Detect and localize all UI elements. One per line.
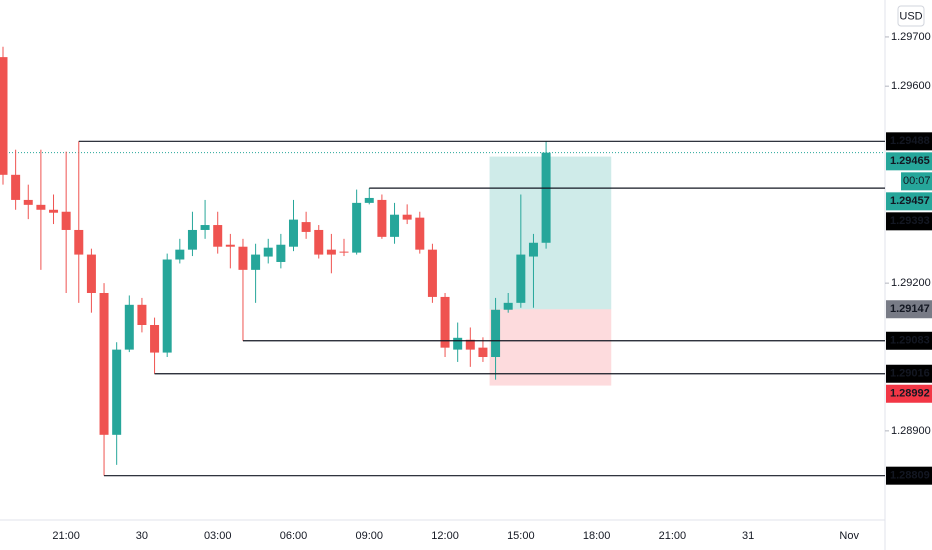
candle-body xyxy=(415,217,425,250)
candle-body xyxy=(124,304,134,350)
candle-body xyxy=(99,292,109,435)
price-tag xyxy=(886,192,932,211)
candle-body xyxy=(440,296,450,348)
candle-body xyxy=(225,244,235,247)
candle-body xyxy=(251,254,261,270)
price-tag-label: 1.28809 xyxy=(890,470,930,482)
candle-body xyxy=(36,204,46,210)
price-tag-label: 1.29465 xyxy=(890,155,930,167)
countdown-tag xyxy=(901,172,932,191)
candle-body xyxy=(112,349,122,435)
candle-body xyxy=(352,202,362,253)
candle-body xyxy=(61,211,71,230)
candle-body xyxy=(377,199,387,237)
x-tick-label: 15:00 xyxy=(507,530,535,542)
x-tick-label: 18:00 xyxy=(583,530,611,542)
x-tick-label: 09:00 xyxy=(356,530,384,542)
candle-body xyxy=(200,225,210,230)
candle-body xyxy=(11,174,21,200)
currency-button[interactable] xyxy=(897,5,925,27)
price-tag xyxy=(886,331,932,350)
candle-body xyxy=(314,229,324,255)
x-tick-label: Nov xyxy=(839,530,859,542)
x-tick-label: 12:00 xyxy=(431,530,459,542)
candle-body xyxy=(187,229,197,250)
price-tag xyxy=(886,152,932,171)
candle-body xyxy=(453,337,463,350)
y-tick-label: 1.29600 xyxy=(891,80,931,92)
candle-body xyxy=(49,209,59,213)
candle-body xyxy=(276,244,286,262)
price-tag xyxy=(886,132,932,151)
candle-body xyxy=(0,57,8,175)
x-tick-label: 31 xyxy=(742,530,754,542)
candle-body xyxy=(503,302,513,310)
candle-body xyxy=(301,222,311,232)
y-tick-label: 1.29700 xyxy=(891,31,931,43)
price-tag xyxy=(886,364,932,383)
candle-body xyxy=(326,249,336,255)
y-tick-label: 1.28900 xyxy=(891,425,931,437)
x-tick-label: 03:00 xyxy=(204,530,232,542)
price-tag-label: 1.29083 xyxy=(890,335,930,347)
candle-body xyxy=(427,249,437,297)
y-tick-label: 1.29200 xyxy=(891,277,931,289)
price-tag-label: 1.29147 xyxy=(890,303,930,315)
candle-body xyxy=(23,199,33,205)
candle-body xyxy=(137,304,147,325)
candle-body xyxy=(213,225,223,247)
candle-body xyxy=(150,325,160,353)
candle-body xyxy=(478,347,488,358)
candle-body xyxy=(339,251,349,253)
candle-body xyxy=(86,254,96,293)
candle-body xyxy=(465,339,475,350)
candle-body xyxy=(491,309,501,358)
candle-body xyxy=(162,259,172,353)
x-tick-label: 30 xyxy=(136,530,148,542)
x-tick-label: 21:00 xyxy=(52,530,80,542)
price-tag-label: 1.28992 xyxy=(890,388,930,400)
candle-body xyxy=(402,214,412,220)
candle-body xyxy=(74,229,84,255)
price-tag-label: 1.29457 xyxy=(890,195,930,207)
candle-body xyxy=(528,242,538,257)
price-tag-label: 1.29488 xyxy=(890,135,930,147)
price-tag xyxy=(886,300,932,319)
candle-body xyxy=(390,214,400,237)
candle-body xyxy=(238,246,248,270)
price-tag-label: 1.29016 xyxy=(890,368,930,380)
countdown: 00:07 xyxy=(903,175,931,187)
currency[interactable]: USD xyxy=(899,10,922,22)
stop-zone xyxy=(489,309,612,386)
price-tag xyxy=(886,384,932,403)
candle-body xyxy=(288,219,298,247)
price-tag-label: 1.29393 xyxy=(890,215,930,227)
price-tag xyxy=(886,466,932,485)
candle-body xyxy=(541,152,551,243)
candle-body xyxy=(175,249,185,260)
price-tag xyxy=(886,212,932,231)
candle-body xyxy=(516,254,526,303)
candle-body xyxy=(364,197,374,203)
candle-body xyxy=(263,247,273,257)
x-tick-label: 06:00 xyxy=(280,530,308,542)
x-tick-label: 21:00 xyxy=(659,530,687,542)
